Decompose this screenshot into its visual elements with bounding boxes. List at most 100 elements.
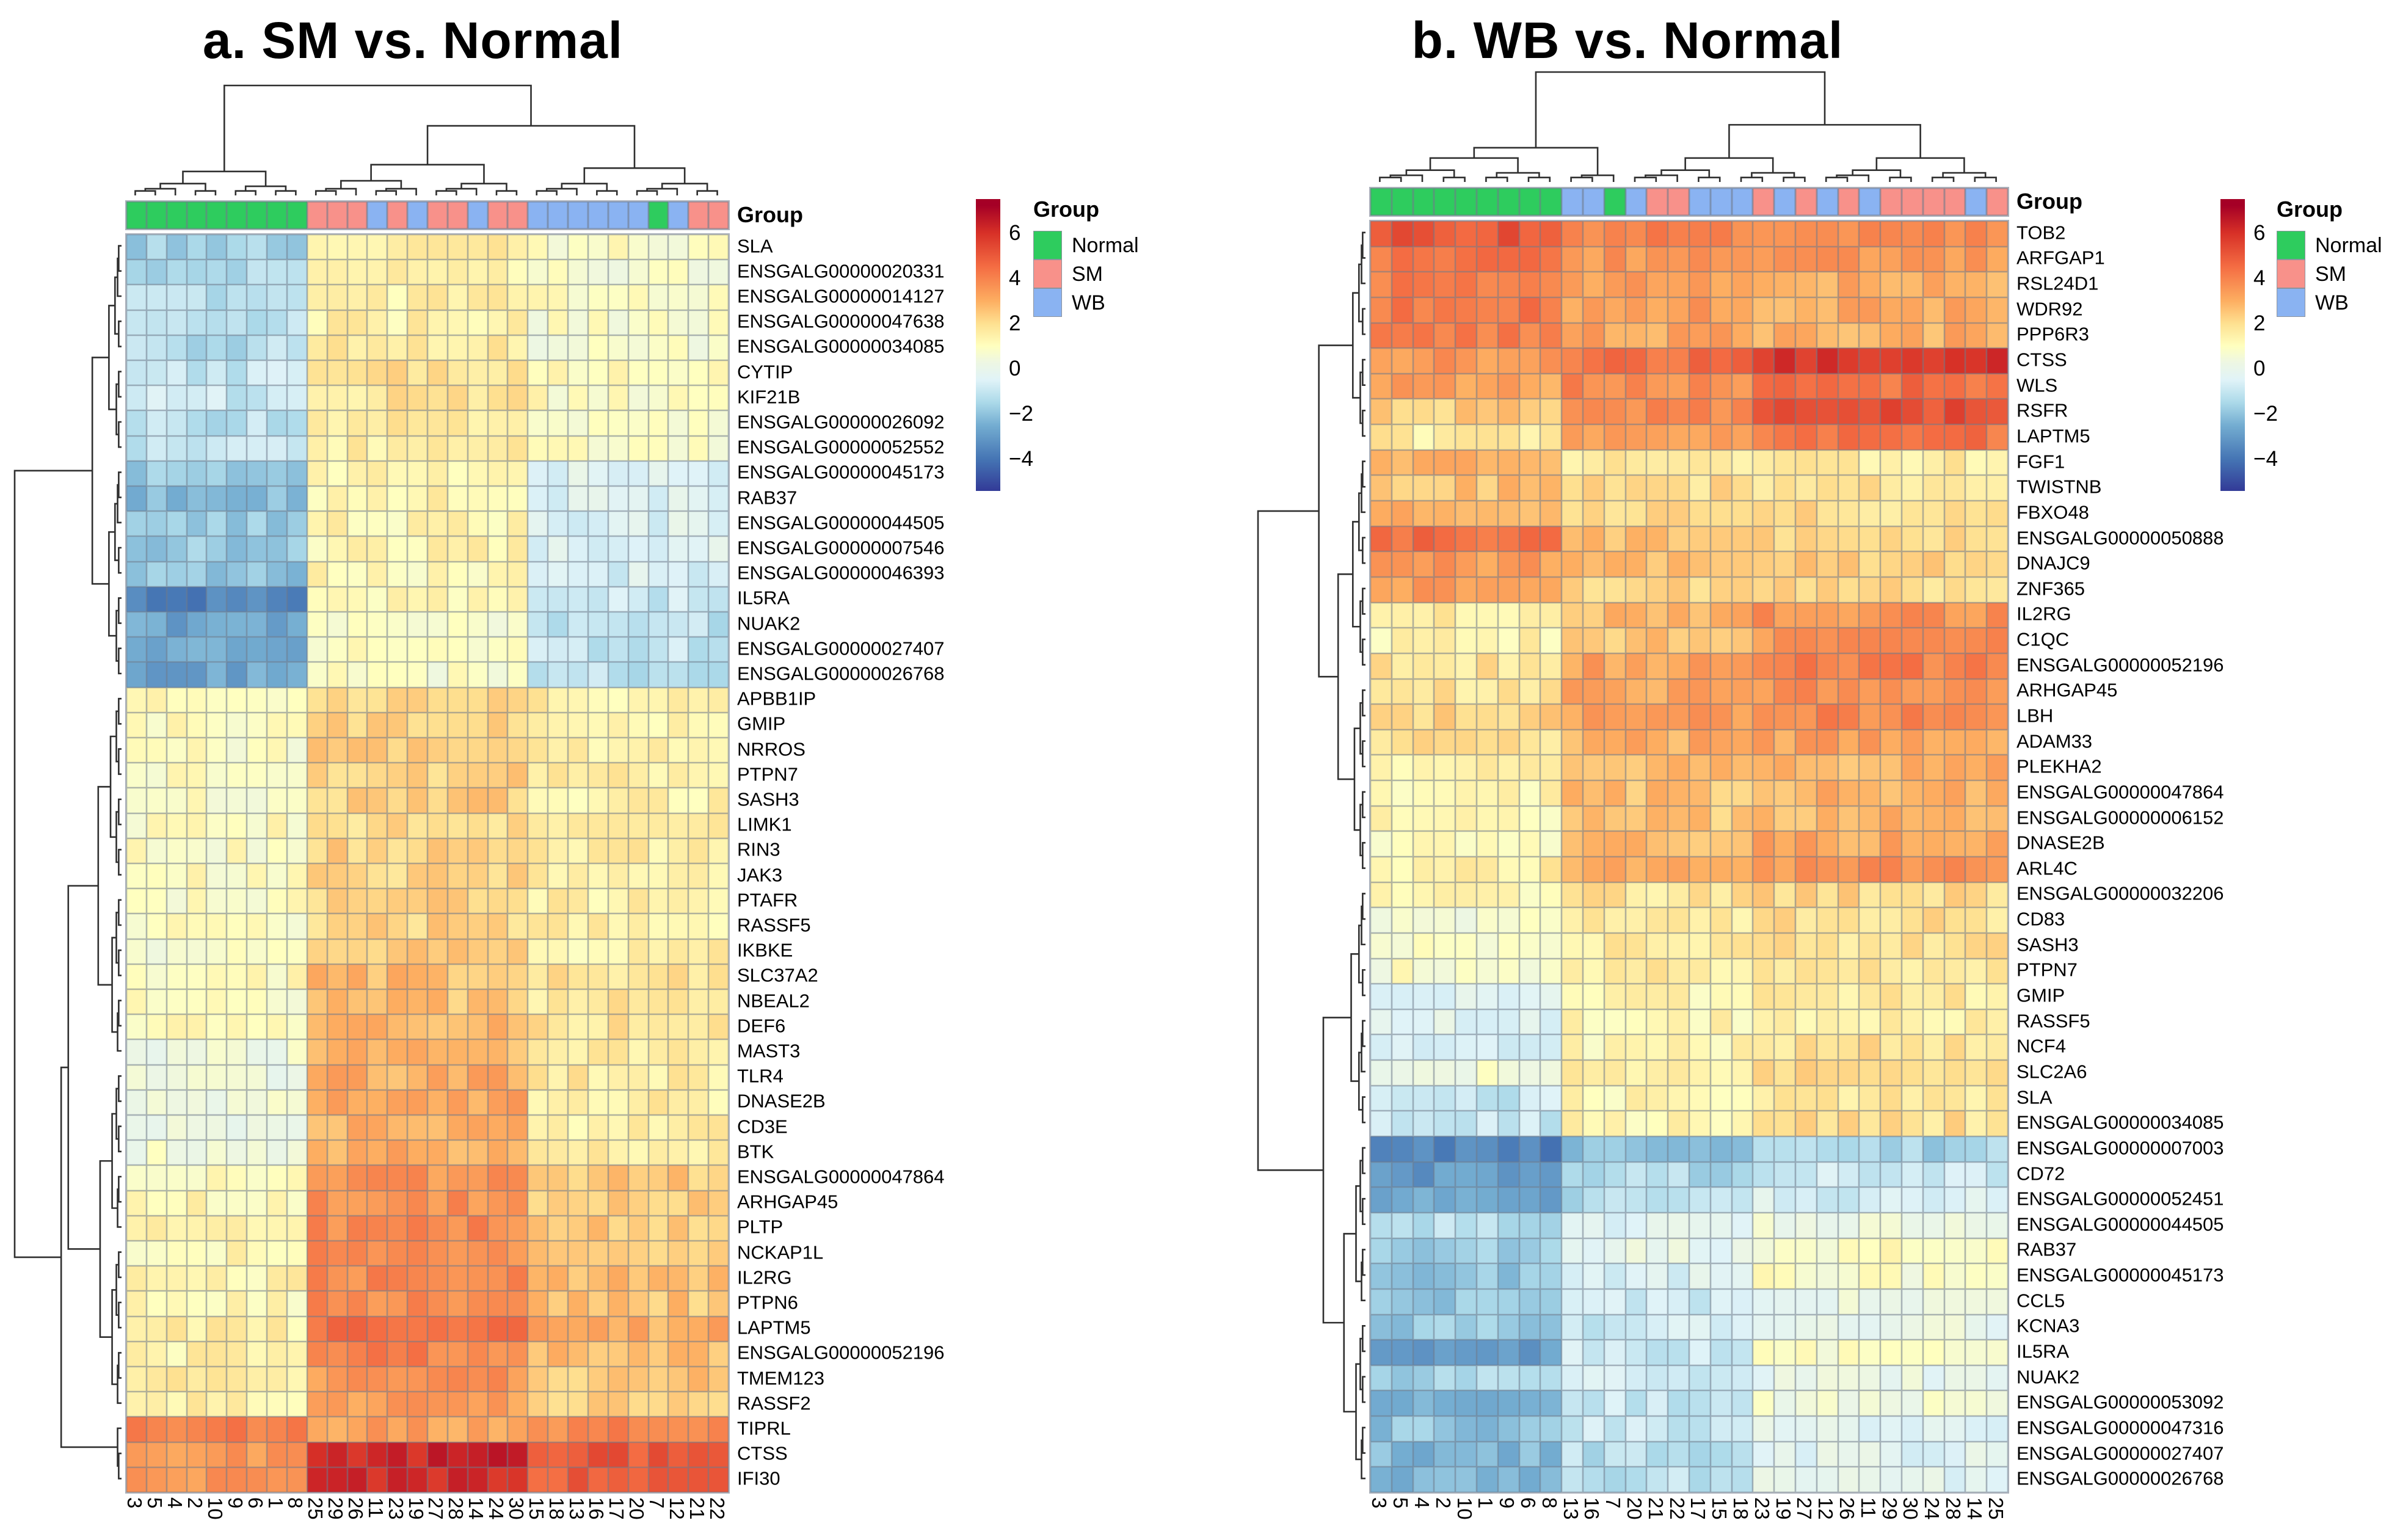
heatmap-cell — [487, 813, 508, 838]
heatmap-cell — [467, 385, 488, 411]
heatmap-cell — [1795, 678, 1817, 705]
heatmap-cell — [487, 888, 508, 914]
heatmap-cell — [1795, 576, 1817, 603]
heatmap-cell — [347, 385, 368, 411]
heatmap-cell — [307, 964, 327, 989]
heatmap-cell — [166, 1266, 187, 1291]
heatmap-cell — [648, 964, 669, 989]
heatmap-cell — [1540, 653, 1562, 679]
heatmap-cell — [608, 1442, 628, 1467]
heatmap-cell — [688, 1190, 709, 1216]
heatmap-cell — [1413, 1263, 1434, 1289]
heatmap-cell — [1646, 1441, 1668, 1467]
heatmap-cell — [347, 1115, 368, 1141]
heatmap-cell — [1434, 272, 1456, 297]
heatmap-cell — [247, 1039, 267, 1065]
heatmap-cell — [1455, 932, 1477, 959]
heatmap-cell — [1646, 399, 1668, 425]
colorbar-tick-label: −2 — [2253, 402, 2278, 426]
heatmap-cell — [1646, 1009, 1668, 1035]
heatmap-cell — [1434, 1212, 1456, 1238]
heatmap-cell — [1497, 1441, 1519, 1467]
heatmap-cell — [548, 612, 569, 637]
heatmap-cell — [1455, 424, 1477, 450]
heatmap-cell — [708, 1014, 729, 1040]
heatmap-cell — [1646, 602, 1668, 628]
heatmap-cell — [568, 1039, 588, 1065]
heatmap-cell — [1476, 424, 1498, 450]
heatmap-cell — [587, 1165, 608, 1191]
heatmap-cell — [427, 360, 448, 386]
heatmap-cell — [206, 838, 227, 863]
heatmap-cell — [1540, 958, 1562, 984]
heatmap-cell — [1519, 1161, 1541, 1188]
group-annotation-cell-normal — [1455, 188, 1477, 216]
group-annotation-cell-wb — [528, 202, 548, 229]
heatmap-cell — [427, 561, 448, 587]
heatmap-cell — [1922, 907, 1944, 933]
heatmap-cell — [1540, 1009, 1562, 1035]
heatmap-cell — [186, 360, 207, 386]
heatmap-cell — [608, 260, 628, 285]
heatmap-cell — [267, 738, 287, 763]
heatmap-cell — [1625, 1212, 1647, 1238]
group-annotation-cell-normal — [247, 202, 267, 229]
heatmap-cell — [1710, 1314, 1732, 1340]
heatmap-cell — [1922, 1187, 1944, 1213]
heatmap-cell — [1413, 501, 1434, 526]
sample-label: 6 — [1517, 1497, 1540, 1509]
heatmap-cell — [708, 964, 729, 989]
heatmap-cell — [447, 1039, 468, 1065]
heatmap-cell — [1562, 576, 1583, 603]
heatmap-cell — [367, 1064, 388, 1090]
heatmap-cell — [1625, 1111, 1647, 1137]
sample-label: 16 — [585, 1497, 608, 1520]
heatmap-cell — [1774, 449, 1795, 476]
heatmap-cell — [1455, 576, 1477, 603]
heatmap-cell — [1370, 882, 1392, 908]
heatmap-cell — [1710, 373, 1732, 399]
heatmap-cell — [608, 1140, 628, 1166]
heatmap-cell — [286, 687, 307, 713]
heatmap-cell — [367, 763, 388, 788]
heatmap-cell — [1859, 1340, 1881, 1365]
heatmap-cell — [166, 435, 187, 461]
heatmap-cell — [1668, 1212, 1689, 1238]
heatmap-cell — [1710, 653, 1732, 679]
heatmap-cell — [1880, 348, 1902, 374]
heatmap-cell — [286, 989, 307, 1015]
heatmap-cell — [548, 738, 569, 763]
heatmap-cell — [206, 360, 227, 386]
heatmap-cell — [568, 335, 588, 360]
heatmap-cell — [608, 1014, 628, 1040]
heatmap-cell — [1795, 1263, 1817, 1289]
heatmap-cell — [1922, 1034, 1944, 1061]
heatmap-cell — [1434, 628, 1456, 653]
heatmap-cell — [1370, 1416, 1392, 1442]
colorbar-tick-label: −4 — [2253, 447, 2278, 471]
group-annotation-cell-normal — [1413, 188, 1434, 216]
heatmap-cell — [507, 1115, 528, 1141]
heatmap-cell — [307, 586, 327, 612]
heatmap-cell — [427, 511, 448, 537]
heatmap-cell — [327, 435, 347, 461]
heatmap-cell — [1965, 1085, 1987, 1111]
heatmap-cell — [528, 335, 548, 360]
group-annotation-cell-wb — [1774, 188, 1795, 216]
heatmap-cell — [1604, 1060, 1626, 1086]
gene-label: DNAJC9 — [2016, 552, 2090, 574]
gene-label: RASSF5 — [737, 914, 811, 936]
heatmap-cell — [708, 511, 729, 537]
heatmap-cell — [1965, 704, 1987, 730]
heatmap-cell — [487, 385, 508, 411]
heatmap-cell — [1901, 1441, 1923, 1467]
heatmap-cell — [206, 335, 227, 360]
gene-label: RSFR — [2016, 399, 2068, 421]
heatmap-cell — [427, 1064, 448, 1090]
heatmap-cell — [1859, 576, 1881, 603]
heatmap-cell — [507, 964, 528, 989]
heatmap-cell — [628, 1392, 649, 1417]
heatmap-cell — [1604, 1136, 1626, 1162]
heatmap-cell — [648, 1367, 669, 1392]
heatmap-cell — [1880, 704, 1902, 730]
